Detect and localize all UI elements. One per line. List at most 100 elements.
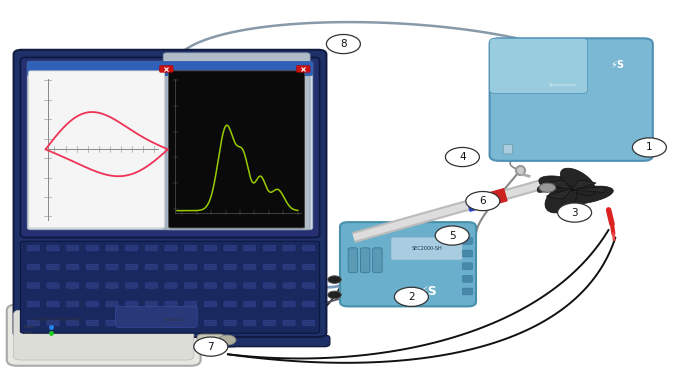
Circle shape — [218, 335, 236, 345]
FancyBboxPatch shape — [27, 264, 39, 270]
FancyBboxPatch shape — [27, 246, 39, 251]
FancyBboxPatch shape — [126, 320, 138, 326]
Text: Lock: Lock — [24, 331, 32, 335]
FancyBboxPatch shape — [224, 246, 236, 251]
FancyBboxPatch shape — [263, 320, 275, 326]
FancyBboxPatch shape — [14, 50, 326, 337]
FancyBboxPatch shape — [20, 57, 320, 237]
FancyBboxPatch shape — [86, 283, 99, 288]
FancyBboxPatch shape — [184, 301, 197, 307]
FancyBboxPatch shape — [243, 264, 256, 270]
FancyBboxPatch shape — [47, 301, 59, 307]
FancyBboxPatch shape — [184, 320, 197, 326]
Text: Spectrometer: Spectrometer — [549, 83, 577, 87]
Circle shape — [445, 147, 479, 167]
FancyBboxPatch shape — [373, 248, 382, 273]
FancyBboxPatch shape — [27, 61, 313, 76]
FancyBboxPatch shape — [106, 301, 118, 307]
FancyBboxPatch shape — [67, 283, 79, 288]
Circle shape — [539, 183, 556, 192]
FancyBboxPatch shape — [47, 320, 59, 326]
FancyBboxPatch shape — [283, 301, 295, 307]
Text: Electrode: Electrode — [164, 318, 183, 322]
Text: Power: Power — [24, 326, 35, 329]
Ellipse shape — [560, 168, 596, 196]
FancyBboxPatch shape — [283, 320, 295, 326]
FancyBboxPatch shape — [146, 301, 158, 307]
Circle shape — [394, 287, 428, 306]
FancyBboxPatch shape — [86, 301, 99, 307]
FancyBboxPatch shape — [204, 320, 216, 326]
Polygon shape — [546, 188, 573, 199]
FancyBboxPatch shape — [243, 301, 256, 307]
FancyBboxPatch shape — [126, 246, 138, 251]
FancyBboxPatch shape — [27, 283, 39, 288]
FancyBboxPatch shape — [360, 248, 370, 273]
Text: ⚡S: ⚡S — [610, 60, 624, 70]
Polygon shape — [537, 187, 575, 192]
FancyBboxPatch shape — [204, 264, 216, 270]
FancyBboxPatch shape — [184, 264, 197, 270]
FancyBboxPatch shape — [165, 320, 177, 326]
FancyBboxPatch shape — [490, 38, 653, 161]
FancyBboxPatch shape — [169, 71, 305, 228]
Circle shape — [328, 276, 341, 283]
FancyBboxPatch shape — [86, 264, 99, 270]
FancyBboxPatch shape — [490, 38, 588, 93]
FancyBboxPatch shape — [204, 283, 216, 288]
FancyBboxPatch shape — [204, 246, 216, 251]
Ellipse shape — [539, 176, 597, 200]
FancyBboxPatch shape — [462, 250, 473, 257]
FancyBboxPatch shape — [126, 264, 138, 270]
FancyBboxPatch shape — [165, 264, 177, 270]
Text: ⚡S: ⚡S — [420, 285, 437, 298]
FancyBboxPatch shape — [169, 71, 305, 228]
Polygon shape — [546, 180, 573, 191]
FancyBboxPatch shape — [303, 320, 315, 326]
Circle shape — [326, 34, 360, 54]
FancyBboxPatch shape — [27, 301, 39, 307]
Text: 6: 6 — [479, 196, 486, 206]
FancyBboxPatch shape — [296, 65, 310, 72]
FancyBboxPatch shape — [303, 301, 315, 307]
FancyBboxPatch shape — [283, 246, 295, 251]
FancyBboxPatch shape — [224, 264, 236, 270]
Circle shape — [328, 291, 341, 299]
FancyBboxPatch shape — [224, 301, 236, 307]
FancyBboxPatch shape — [116, 306, 197, 327]
Text: 7: 7 — [207, 342, 214, 352]
Text: 5: 5 — [449, 231, 456, 241]
Text: 3: 3 — [571, 208, 578, 218]
Ellipse shape — [545, 185, 577, 213]
Text: 2: 2 — [408, 292, 415, 302]
FancyBboxPatch shape — [14, 310, 194, 360]
FancyBboxPatch shape — [86, 320, 99, 326]
FancyBboxPatch shape — [126, 301, 138, 307]
FancyBboxPatch shape — [126, 283, 138, 288]
FancyBboxPatch shape — [27, 61, 313, 230]
FancyBboxPatch shape — [303, 283, 315, 288]
FancyBboxPatch shape — [263, 246, 275, 251]
Text: SEC2000-SH: SEC2000-SH — [411, 246, 443, 251]
Circle shape — [435, 226, 469, 245]
FancyBboxPatch shape — [67, 320, 79, 326]
Ellipse shape — [556, 186, 613, 205]
FancyBboxPatch shape — [86, 246, 99, 251]
FancyBboxPatch shape — [67, 246, 79, 251]
Text: 8: 8 — [340, 39, 347, 49]
FancyBboxPatch shape — [20, 241, 320, 333]
FancyBboxPatch shape — [106, 283, 118, 288]
FancyBboxPatch shape — [197, 334, 224, 346]
FancyBboxPatch shape — [462, 263, 473, 270]
FancyBboxPatch shape — [243, 246, 256, 251]
FancyBboxPatch shape — [243, 320, 256, 326]
FancyBboxPatch shape — [184, 283, 197, 288]
FancyBboxPatch shape — [47, 246, 59, 251]
FancyBboxPatch shape — [165, 283, 177, 288]
Circle shape — [558, 203, 592, 222]
FancyBboxPatch shape — [184, 246, 197, 251]
Polygon shape — [568, 187, 605, 192]
FancyBboxPatch shape — [7, 304, 201, 366]
FancyBboxPatch shape — [391, 237, 462, 260]
FancyBboxPatch shape — [224, 283, 236, 288]
